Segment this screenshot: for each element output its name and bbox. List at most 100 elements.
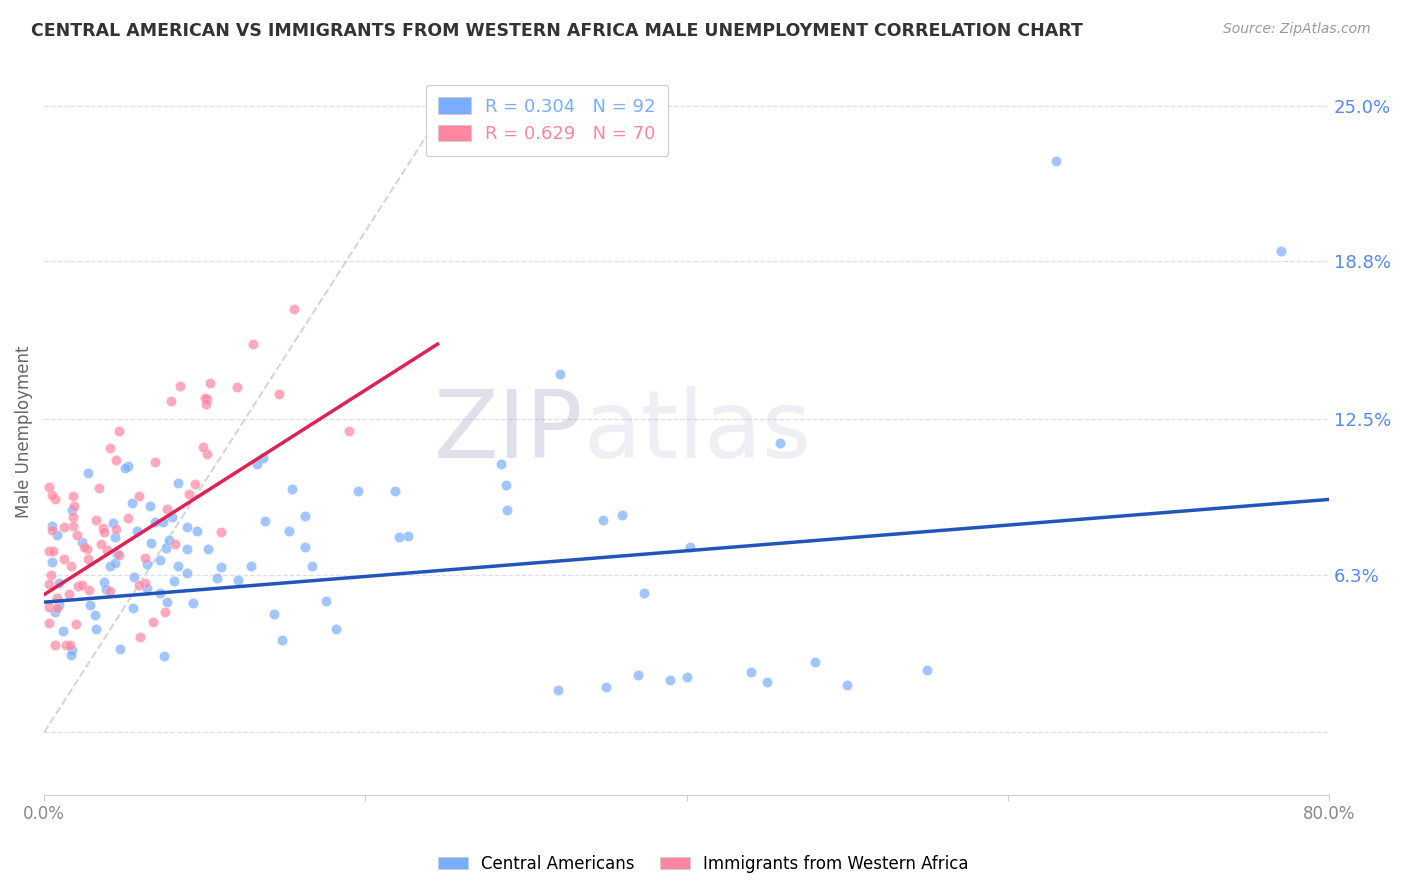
Point — [627, 668, 650, 682]
Point — [72, 535, 94, 549]
Point — [155, 541, 177, 555]
Point — [1045, 154, 1067, 169]
Point — [153, 605, 176, 619]
Point — [87, 481, 110, 495]
Point — [84, 513, 107, 527]
Point — [98, 441, 121, 455]
Point — [41, 523, 63, 537]
Point — [153, 648, 176, 663]
Point — [239, 558, 262, 573]
Point — [139, 499, 162, 513]
Point — [42, 544, 65, 558]
Point — [70, 578, 93, 592]
Point — [39, 567, 62, 582]
Point — [122, 601, 145, 615]
Point — [38, 616, 60, 631]
Point — [181, 596, 204, 610]
Point — [804, 655, 827, 669]
Point — [176, 566, 198, 581]
Point — [53, 520, 76, 534]
Point — [84, 622, 107, 636]
Point — [77, 551, 100, 566]
Point — [63, 499, 86, 513]
Point — [125, 524, 148, 538]
Point — [90, 537, 112, 551]
Point — [41, 518, 63, 533]
Point — [91, 521, 114, 535]
Point — [46, 600, 69, 615]
Point — [135, 557, 157, 571]
Point — [200, 376, 222, 390]
Point — [152, 515, 174, 529]
Point — [1270, 244, 1292, 259]
Point — [294, 540, 316, 554]
Point — [107, 424, 129, 438]
Point — [117, 458, 139, 473]
Point — [489, 457, 512, 471]
Point — [679, 541, 702, 555]
Point — [301, 559, 323, 574]
Text: ZIP: ZIP — [434, 386, 583, 478]
Point — [252, 450, 274, 465]
Legend: Central Americans, Immigrants from Western Africa: Central Americans, Immigrants from Weste… — [432, 848, 974, 880]
Point — [592, 513, 614, 527]
Point — [101, 516, 124, 530]
Point — [157, 533, 180, 547]
Point — [77, 582, 100, 597]
Point — [129, 630, 152, 644]
Point — [44, 605, 66, 619]
Point — [60, 643, 83, 657]
Point — [143, 455, 166, 469]
Text: atlas: atlas — [583, 386, 813, 478]
Point — [610, 508, 633, 522]
Point — [184, 477, 207, 491]
Point — [93, 525, 115, 540]
Text: CENTRAL AMERICAN VS IMMIGRANTS FROM WESTERN AFRICA MALE UNEMPLOYMENT CORRELATION: CENTRAL AMERICAN VS IMMIGRANTS FROM WEST… — [31, 22, 1083, 40]
Point — [93, 575, 115, 590]
Point — [96, 543, 118, 558]
Point — [44, 638, 66, 652]
Point — [209, 560, 232, 574]
Legend: R = 0.304   N = 92, R = 0.629   N = 70: R = 0.304 N = 92, R = 0.629 N = 70 — [426, 85, 668, 155]
Point — [65, 616, 87, 631]
Point — [128, 577, 150, 591]
Point — [278, 524, 301, 538]
Point — [388, 531, 411, 545]
Point — [62, 503, 84, 517]
Point — [176, 541, 198, 556]
Point — [98, 558, 121, 573]
Point — [79, 598, 101, 612]
Point — [104, 522, 127, 536]
Point — [495, 477, 517, 491]
Point — [347, 484, 370, 499]
Point — [83, 607, 105, 622]
Point — [396, 529, 419, 543]
Point — [163, 574, 186, 588]
Point — [755, 675, 778, 690]
Point — [76, 541, 98, 556]
Point — [162, 510, 184, 524]
Point — [209, 524, 232, 539]
Y-axis label: Male Unemployment: Male Unemployment — [15, 345, 32, 518]
Point — [96, 582, 118, 596]
Point — [263, 607, 285, 622]
Point — [195, 396, 218, 410]
Point — [149, 553, 172, 567]
Point — [163, 536, 186, 550]
Point — [66, 579, 89, 593]
Point — [166, 476, 188, 491]
Point — [143, 515, 166, 529]
Point — [325, 623, 347, 637]
Point — [205, 571, 228, 585]
Point — [917, 663, 939, 677]
Point — [281, 482, 304, 496]
Point — [105, 547, 128, 561]
Point — [142, 615, 165, 629]
Point — [108, 548, 131, 562]
Point — [269, 387, 291, 401]
Point — [197, 542, 219, 557]
Point — [294, 509, 316, 524]
Point — [104, 452, 127, 467]
Point — [38, 543, 60, 558]
Point — [41, 555, 63, 569]
